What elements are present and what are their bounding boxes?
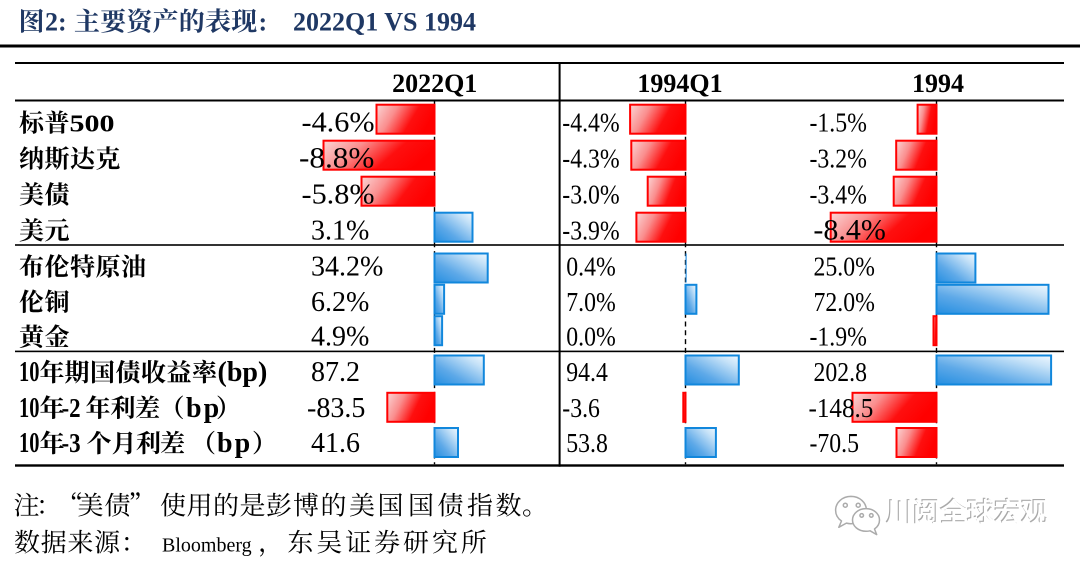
svg-text:bp: bp: [217, 428, 252, 459]
svg-text:(bp): (bp): [218, 357, 268, 388]
svg-text:-3.4%: -3.4%: [810, 179, 867, 210]
svg-text:-148.5: -148.5: [809, 393, 874, 423]
svg-text:-2: -2: [62, 394, 81, 423]
svg-text:6.2%: 6.2%: [311, 287, 369, 318]
svg-text:2:: 2:: [45, 8, 67, 37]
svg-text:0.4%: 0.4%: [566, 251, 615, 282]
svg-text:2022Q1: 2022Q1: [392, 69, 477, 98]
svg-text:-83.5: -83.5: [307, 393, 365, 424]
svg-text:-3.9%: -3.9%: [562, 215, 619, 246]
svg-text:1994: 1994: [912, 69, 964, 98]
svg-text:10: 10: [19, 357, 39, 388]
svg-text::: :: [259, 8, 268, 37]
svg-text:bp: bp: [186, 393, 221, 424]
svg-text:-4.6%: -4.6%: [302, 108, 375, 139]
svg-text:1994Q1: 1994Q1: [637, 69, 722, 98]
svg-text:34.2%: 34.2%: [311, 252, 383, 283]
svg-text:-8.8%: -8.8%: [299, 141, 374, 174]
svg-text:-5.8%: -5.8%: [302, 179, 375, 210]
svg-text:53.8: 53.8: [566, 428, 608, 459]
svg-text:-3: -3: [62, 429, 81, 458]
svg-text:7.0%: 7.0%: [566, 286, 615, 317]
svg-text:2022Q1 VS 1994: 2022Q1 VS 1994: [293, 8, 476, 37]
svg-text:-3.0%: -3.0%: [562, 179, 619, 210]
svg-text:41.6: 41.6: [311, 428, 360, 459]
svg-text:25.0%: 25.0%: [814, 251, 875, 282]
svg-text:10: 10: [19, 393, 39, 424]
svg-text:94.4: 94.4: [566, 357, 608, 388]
svg-text:-3.2%: -3.2%: [810, 143, 867, 174]
svg-text:-4.4%: -4.4%: [562, 107, 619, 138]
svg-text:10: 10: [19, 428, 39, 459]
svg-text:72.0%: 72.0%: [814, 286, 875, 317]
svg-text:202.8: 202.8: [814, 357, 867, 388]
svg-text:-1.9%: -1.9%: [810, 321, 867, 352]
svg-text:500: 500: [70, 110, 115, 137]
svg-text:-4.3%: -4.3%: [562, 143, 619, 174]
svg-text:3.1%: 3.1%: [311, 215, 369, 246]
svg-text:4.9%: 4.9%: [311, 322, 369, 353]
svg-text:87.2: 87.2: [311, 357, 360, 388]
svg-text:0.0%: 0.0%: [566, 321, 615, 352]
svg-text:-70.5: -70.5: [810, 428, 859, 459]
svg-text:-3.6: -3.6: [562, 392, 600, 423]
svg-text:Bloomberg: Bloomberg: [162, 535, 252, 557]
svg-text:-8.4%: -8.4%: [813, 213, 885, 246]
svg-text:-1.5%: -1.5%: [810, 107, 867, 138]
